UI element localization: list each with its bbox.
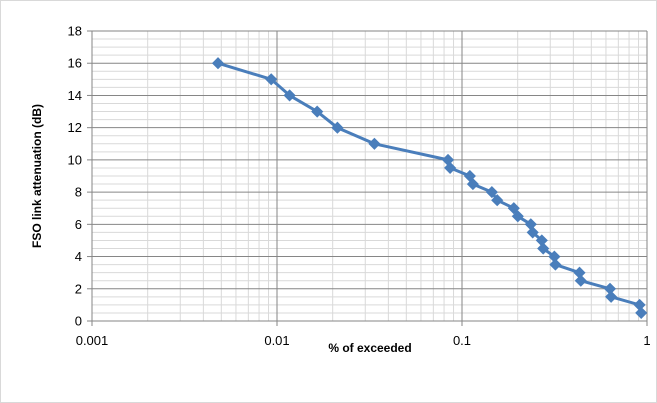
- data-point: [466, 178, 479, 191]
- x-tick-label: 0.01: [264, 333, 289, 348]
- y-tick-label: 4: [75, 249, 82, 264]
- x-tick-label: 0.1: [453, 333, 471, 348]
- y-tick-label: 8: [75, 185, 82, 200]
- data-point: [549, 258, 562, 271]
- x-axis-title: % of exceeded: [328, 341, 411, 355]
- data-point: [368, 137, 381, 150]
- data-point: [526, 226, 539, 239]
- x-tick-label: 0.001: [76, 333, 109, 348]
- data-point: [444, 161, 457, 174]
- y-tick-label: 6: [75, 217, 82, 232]
- axes: [87, 30, 648, 326]
- y-tick-label: 14: [68, 88, 82, 103]
- y-tick-label: 0: [75, 314, 82, 329]
- x-tick-labels: 0.001 0.01 0.1 1: [76, 333, 651, 348]
- y-tick-labels: 0 2 4 6 8 10 12 14 16 18: [68, 24, 82, 329]
- data-point: [331, 121, 344, 134]
- data-point: [507, 202, 520, 215]
- data-point: [511, 210, 524, 223]
- y-tick-label: 10: [68, 152, 82, 167]
- data-point: [485, 186, 498, 199]
- data-point: [265, 73, 278, 86]
- data-point: [605, 290, 618, 303]
- data-point: [491, 194, 504, 207]
- y-tick-label: 2: [75, 281, 82, 296]
- data-point: [537, 242, 550, 255]
- y-tick-label: 12: [68, 120, 82, 135]
- data-series: [211, 57, 648, 319]
- y-axis-title: FSO link attenuation (dB): [30, 104, 44, 248]
- y-tick-label: 16: [68, 56, 82, 71]
- x-tick-label: 1: [643, 333, 650, 348]
- data-point: [311, 105, 324, 118]
- gridlines: [91, 30, 648, 322]
- data-point: [574, 274, 587, 287]
- y-tick-label: 18: [68, 24, 82, 39]
- data-point: [635, 306, 648, 319]
- data-point: [211, 57, 225, 70]
- data-point: [283, 89, 296, 102]
